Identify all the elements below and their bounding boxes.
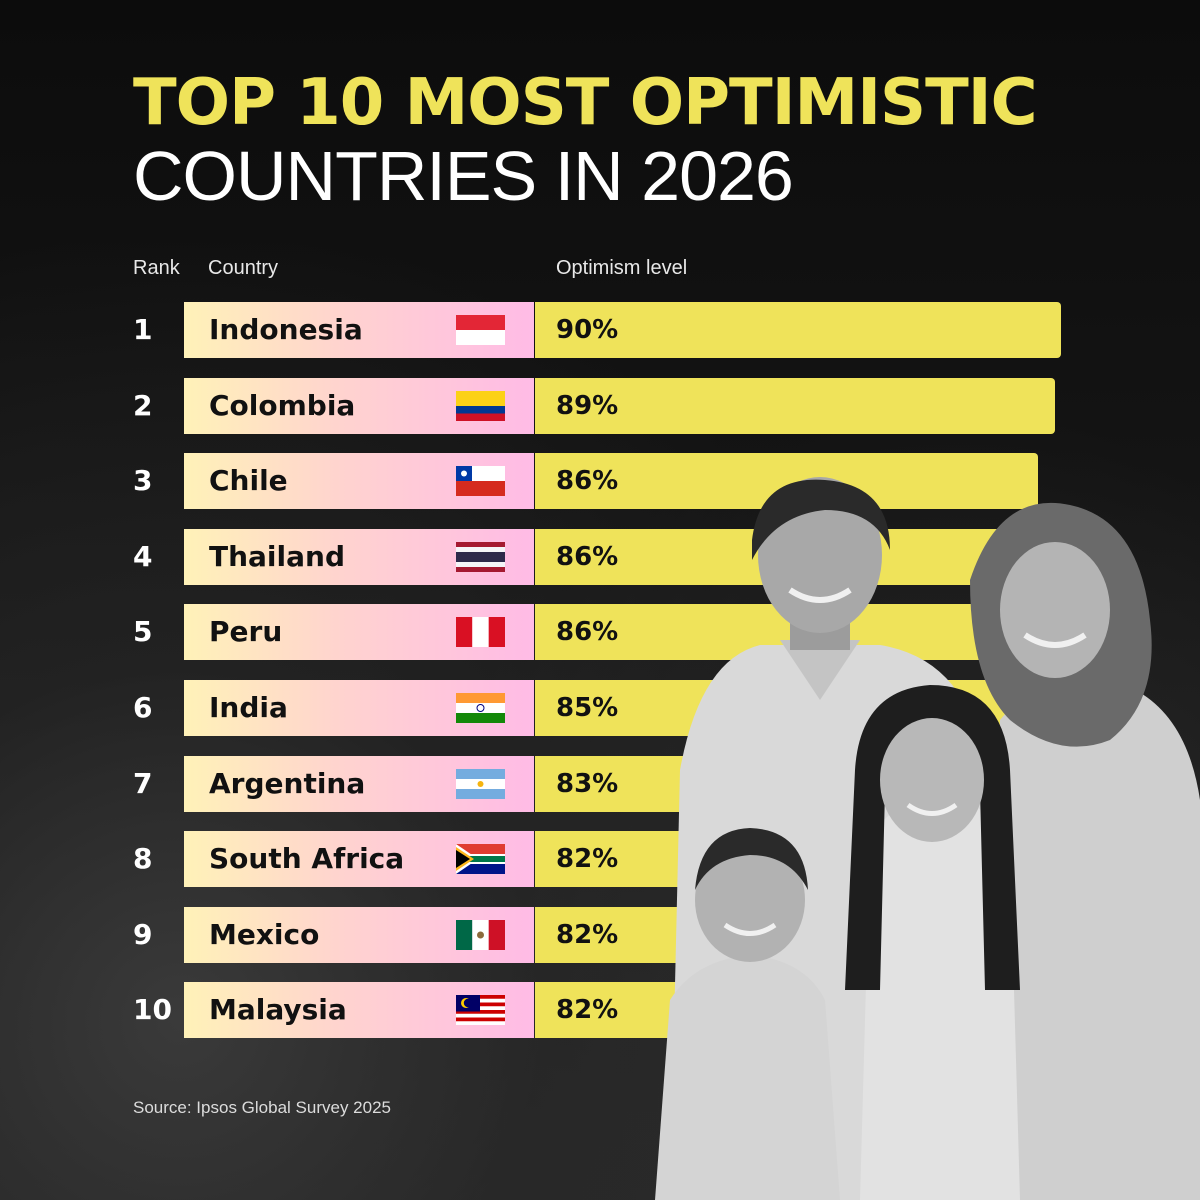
peru-flag-icon [456, 617, 505, 647]
rank-label: 8 [133, 842, 153, 875]
country-cell: India [184, 680, 534, 736]
country-label: Chile [209, 464, 288, 497]
mother [970, 502, 1200, 1200]
indonesia-flag-icon [456, 315, 505, 345]
colombia-flag-icon [456, 391, 505, 421]
country-label: Colombia [209, 389, 356, 422]
argentina-flag-icon [456, 769, 505, 799]
country-label: Argentina [209, 767, 366, 800]
rank-label: 9 [133, 918, 153, 951]
rank-label: 4 [133, 540, 153, 573]
rank-label: 5 [133, 615, 153, 648]
south-africa-flag-icon [456, 844, 505, 874]
value-label: 89% [556, 391, 619, 421]
country-cell: Argentina [184, 756, 534, 812]
girl [845, 685, 1020, 1200]
country-label: Malaysia [209, 993, 347, 1026]
value-label: 86% [556, 617, 619, 647]
country-label: India [209, 691, 288, 724]
rank-label: 6 [133, 691, 153, 724]
boy [655, 828, 840, 1200]
rank-label: 10 [133, 993, 172, 1026]
mexico-flag-icon [456, 920, 505, 950]
chile-flag-icon [456, 466, 505, 496]
country-cell: Peru [184, 604, 534, 660]
country-cell: Colombia [184, 378, 534, 434]
source-note: Source: Ipsos Global Survey 2025 [133, 1098, 391, 1117]
value-label: 82% [556, 995, 619, 1025]
country-label: Peru [209, 615, 283, 648]
country-cell: Indonesia [184, 302, 534, 358]
country-label: Thailand [209, 540, 345, 573]
value-label: 86% [556, 466, 619, 496]
india-flag-icon [456, 693, 505, 723]
rank-label: 3 [133, 464, 153, 497]
country-label: South Africa [209, 842, 405, 875]
value-label: 85% [556, 693, 619, 723]
title-line-2: COUNTRIES IN 2026 [133, 137, 794, 215]
title-line-1: TOP 10 MOST OPTIMISTIC [133, 66, 1038, 140]
bar [535, 302, 1061, 358]
malaysia-flag-icon [456, 995, 505, 1025]
header-rank: Rank [133, 257, 180, 279]
country-label: Mexico [209, 918, 320, 951]
value-label: 82% [556, 920, 619, 950]
country-cell: South Africa [184, 831, 534, 887]
value-label: 82% [556, 844, 619, 874]
rank-label: 2 [133, 389, 153, 422]
thailand-flag-icon [456, 542, 505, 572]
country-cell: Thailand [184, 529, 534, 585]
value-label: 90% [556, 315, 619, 345]
country-cell: Mexico [184, 907, 534, 963]
value-label: 86% [556, 542, 619, 572]
country-label: Indonesia [209, 313, 363, 346]
rank-label: 1 [133, 313, 153, 346]
family-photo [655, 477, 1200, 1200]
country-cell: Malaysia [184, 982, 534, 1038]
bar [535, 378, 1055, 434]
header-optimism: Optimism level [556, 257, 688, 279]
country-cell: Chile [184, 453, 534, 509]
header-country: Country [208, 257, 279, 279]
rank-label: 7 [133, 767, 153, 800]
value-label: 83% [556, 769, 619, 799]
